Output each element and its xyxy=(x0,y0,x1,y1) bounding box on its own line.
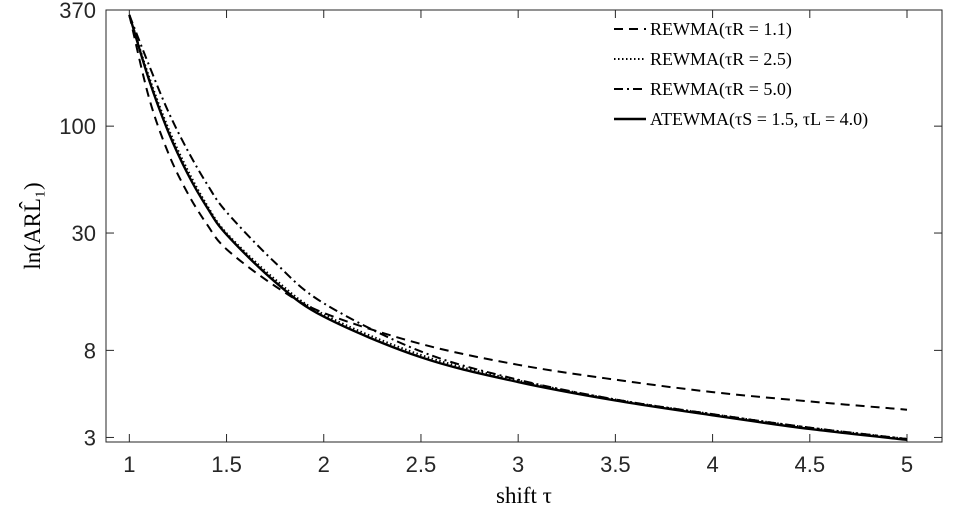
x-tick-label: 2 xyxy=(318,452,330,477)
legend-label-2: REWMA(τR = 2.5) xyxy=(650,49,792,70)
x-tick-label: 3 xyxy=(512,452,524,477)
legend-label-4: ATEWMA(τS = 1.5, τL = 4.0) xyxy=(650,109,868,130)
x-tick-label: 3.5 xyxy=(600,452,631,477)
x-tick-label: 1.5 xyxy=(211,452,242,477)
legend-label-1: REWMA(τR = 1.1) xyxy=(650,19,792,40)
series-layer xyxy=(128,14,908,442)
x-tick-label: 4.5 xyxy=(794,452,825,477)
x-tick-label: 2.5 xyxy=(406,452,437,477)
x-tick-label: 1 xyxy=(123,452,135,477)
plot-area xyxy=(105,9,943,443)
x-tick-label: 5 xyxy=(901,452,913,477)
x-tick-label: 4 xyxy=(706,452,718,477)
y-tick-label: 370 xyxy=(59,0,96,23)
x-axis-label: shift τ xyxy=(496,483,552,508)
y-axis: 3 8 30 100 370 xyxy=(59,0,942,450)
legend-label-3: REWMA(τR = 5.0) xyxy=(650,79,792,100)
y-axis-label: ln(ARL̂₁) xyxy=(18,182,45,269)
x-axis: 1 1.5 2 2.5 3 3.5 4 4.5 5 xyxy=(123,10,913,477)
y-tick-label: 3 xyxy=(84,425,96,450)
y-tick-label: 100 xyxy=(59,114,96,139)
series-line-1 xyxy=(128,14,908,411)
series-line-4 xyxy=(128,14,908,442)
legend: REWMA(τR = 1.1) REWMA(τR = 2.5) REWMA(τR =… xyxy=(614,19,868,130)
y-tick-label: 30 xyxy=(72,221,96,246)
y-tick-label: 8 xyxy=(84,338,96,363)
